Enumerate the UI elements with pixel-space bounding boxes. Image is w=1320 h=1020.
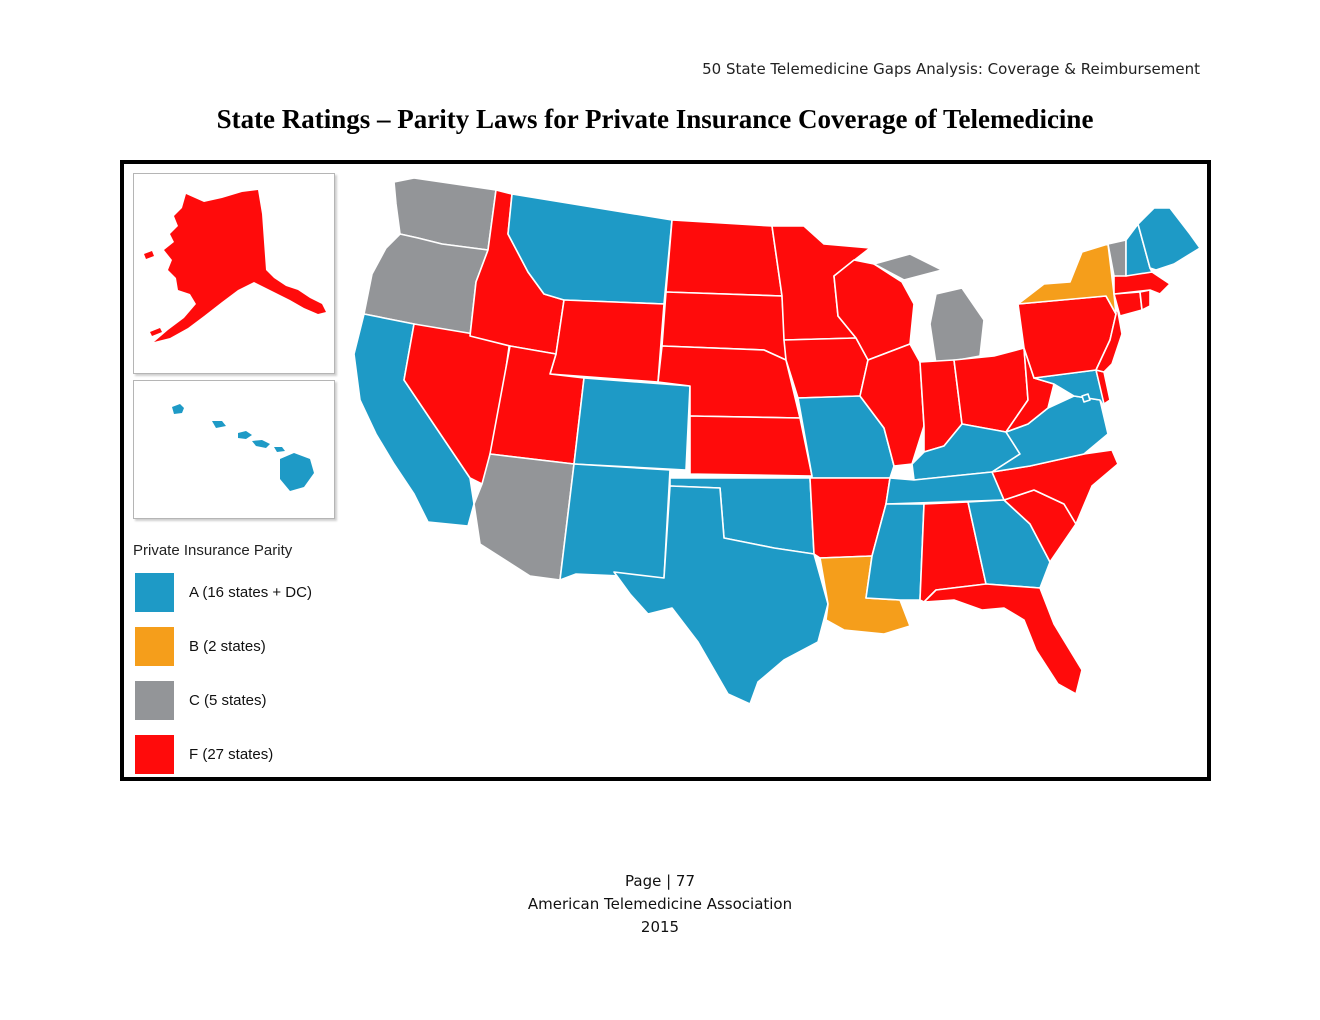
page-title: State Ratings – Parity Laws for Private … — [216, 104, 1094, 134]
map-frame: Private Insurance Parity A (16 states + … — [120, 160, 1211, 781]
legend: Private Insurance Parity A (16 states + … — [133, 542, 312, 774]
state-DC[interactable] — [1081, 393, 1091, 403]
alaska-inset — [133, 173, 335, 374]
legend-item-a: A (16 states + DC) — [133, 573, 363, 613]
legend-title: Private Insurance Parity — [133, 542, 293, 559]
state-AZ[interactable] — [473, 453, 575, 581]
legend-item-c: C (5 states) — [133, 681, 363, 721]
us-map — [353, 177, 1201, 705]
state-CO[interactable] — [573, 377, 691, 471]
legend-swatch-c — [135, 681, 174, 720]
legend-label-a: A (16 states + DC) — [189, 584, 312, 601]
state-CT[interactable] — [1113, 291, 1143, 317]
state-RI[interactable] — [1139, 289, 1151, 311]
state-HI[interactable] — [172, 404, 314, 491]
hawaii-inset — [133, 380, 335, 519]
legend-swatch-a — [135, 573, 174, 612]
legend-label-f: F (27 states) — [189, 746, 274, 763]
legend-item-f: F (27 states) — [133, 735, 363, 775]
legend-item-b: B (2 states) — [133, 627, 363, 667]
state-IA[interactable] — [783, 337, 869, 399]
running-header: 50 State Telemedicine Gaps Analysis: Cov… — [702, 60, 1200, 78]
state-NH[interactable] — [1125, 223, 1153, 277]
legend-swatch-f — [135, 735, 174, 774]
state-WI[interactable] — [833, 259, 915, 361]
hawaii-map — [172, 404, 314, 491]
footer-organization: American Telemedicine Association — [527, 895, 793, 913]
alaska-map — [144, 190, 326, 342]
page-footer: Page | 77 American Telemedicine Associat… — [0, 870, 1320, 939]
state-WY[interactable] — [549, 299, 665, 383]
footer-year: 2015 — [640, 918, 680, 936]
legend-label-b: B (2 states) — [189, 638, 266, 655]
state-ND[interactable] — [665, 219, 783, 297]
legend-swatch-b — [135, 627, 174, 666]
state-NM[interactable] — [559, 463, 671, 581]
state-FL[interactable] — [923, 583, 1083, 695]
state-MI[interactable] — [873, 253, 985, 365]
state-TX[interactable] — [613, 485, 829, 705]
state-NJ[interactable] — [1095, 295, 1123, 373]
legend-label-c: C (5 states) — [189, 692, 267, 709]
page-number: Page | 77 — [625, 872, 695, 890]
state-KS[interactable] — [689, 415, 813, 477]
state-ME[interactable] — [1137, 207, 1201, 271]
state-AK[interactable] — [154, 190, 326, 342]
